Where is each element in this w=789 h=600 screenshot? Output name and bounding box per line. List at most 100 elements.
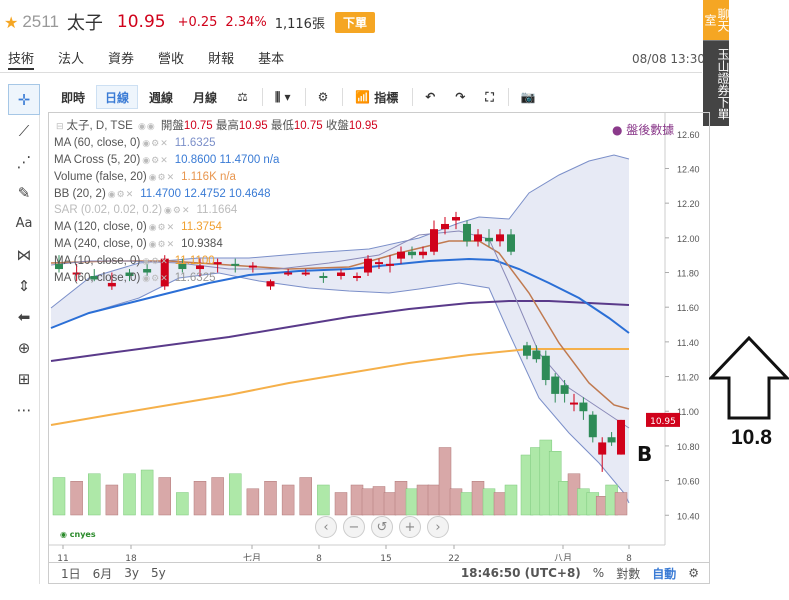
tab-institutional[interactable]: 法人 (58, 52, 85, 67)
candle-body (617, 419, 625, 455)
y-tick-label: 12.60 (677, 130, 700, 140)
text-tool-icon[interactable]: Aa (15, 216, 33, 231)
visibility-icon[interactable]: ◉◉ (138, 121, 156, 131)
section-tabs: 技術 法人 資券 營收 財報 基本 (8, 48, 308, 70)
chart-toolbar: 即時 日線 週線 月線 ⚖ ⫼ ▾ ⚙ 📶 指標 ↶ ↷ ⛶ 📷 (52, 84, 547, 110)
y-tick-label: 11.80 (677, 269, 699, 279)
period-6m[interactable]: 6月 (92, 566, 113, 581)
legend-controls-icon[interactable]: ◉⚙✕ (148, 222, 176, 233)
percent-toggle[interactable]: % (592, 566, 605, 580)
legend-value: 11.6325 (174, 272, 216, 285)
legend-controls-icon[interactable]: ◉⚙✕ (148, 239, 176, 250)
indicators-button[interactable]: 📶 指標 (346, 85, 407, 109)
legend-controls-icon[interactable]: ◉⚙✕ (142, 273, 169, 284)
arrow-left-icon[interactable]: ⬅ (17, 307, 31, 326)
legend-row: Volume (false, 20) ◉⚙✕ 1.116K n/a (54, 169, 378, 186)
reset-icon[interactable]: ↺ (371, 516, 393, 538)
broker-order-button[interactable]: 玉山證券下單 (703, 40, 730, 126)
ruler-icon[interactable]: ⊞ (17, 369, 31, 388)
zoom-plus-icon[interactable]: + (399, 516, 421, 538)
tab-revenue[interactable]: 營收 (158, 52, 185, 67)
volume-bar (471, 481, 485, 516)
pattern-icon[interactable]: ⋈ (16, 245, 32, 264)
volume-bar (482, 488, 496, 516)
y-tick-label: 10.60 (677, 477, 700, 487)
legend-controls-icon[interactable]: ◉⚙✕ (107, 188, 135, 199)
auto-toggle[interactable]: 自動 (652, 566, 677, 581)
toolbar-separator (304, 88, 306, 106)
undo-icon[interactable]: ↶ (425, 90, 436, 104)
measure-icon[interactable]: ⇕ (17, 276, 31, 295)
volume-bar (264, 481, 277, 516)
period-3y[interactable]: 3y (124, 566, 140, 580)
zoom-out-icon[interactable]: − (343, 516, 365, 538)
intraday-button[interactable]: 即時 (61, 90, 86, 105)
scroll-right-icon[interactable]: › (427, 516, 449, 538)
chart-footer: 1日 6月 3y 5y 18:46:50 (UTC+8) % 對數 自動 ⚙ (49, 562, 709, 583)
chat-room-button[interactable]: 聊天室 (703, 0, 730, 40)
volume-bar (299, 477, 312, 516)
fib-icon[interactable]: ⋰ (16, 152, 32, 171)
log-toggle[interactable]: 對數 (616, 566, 641, 581)
candle-body (507, 234, 515, 252)
tab-basic[interactable]: 基本 (258, 52, 285, 67)
weekly-button[interactable]: 週線 (149, 90, 174, 105)
y-tick-label: 11.00 (677, 407, 699, 417)
legend-controls-icon[interactable]: ◉⚙✕ (142, 256, 169, 267)
chart-container[interactable]: 12.60 12.40 12.20 12.00 11.80 11.60 11.40 11.20… (48, 112, 710, 584)
close-value: 10.95 (348, 120, 378, 132)
place-order-button[interactable]: 下單 (334, 11, 375, 33)
screenshot-camera-icon[interactable]: 📷 (520, 90, 536, 104)
volume-bar (334, 492, 348, 516)
compare-scale-icon[interactable]: ⚖ (237, 90, 248, 104)
brush-icon[interactable]: ✎ (17, 183, 31, 202)
volume-bar (70, 481, 83, 516)
y-tick-label: 11.60 (677, 303, 699, 313)
candle-body (319, 275, 328, 278)
crosshair-icon[interactable]: ✛ (8, 84, 40, 115)
redo-icon[interactable]: ↷ (455, 90, 466, 104)
price-change-percent: 2.34% (225, 14, 267, 30)
after-hours-data-link[interactable]: ● 盤後數據 (612, 123, 675, 137)
candle-body (143, 269, 152, 273)
legend-controls-icon[interactable]: ◉⚙✕ (142, 154, 169, 165)
scroll-left-icon[interactable]: ‹ (315, 516, 337, 538)
tab-margin[interactable]: 資券 (108, 52, 135, 67)
bollinger-lower-line (50, 272, 630, 504)
candle-body (598, 442, 607, 455)
footer-settings-gear-icon[interactable]: ⚙ (688, 566, 699, 580)
y-tick-label: 10.40 (677, 511, 700, 521)
target-price-annotation: 10.8 (731, 426, 772, 449)
candle-body (386, 263, 394, 266)
zoom-in-icon[interactable]: ⊕ (17, 338, 31, 357)
y-tick-label: 11.40 (677, 338, 699, 348)
settings-gear-icon[interactable]: ⚙ (317, 90, 329, 104)
candle-type-icon[interactable]: ⫼ ▾ (274, 89, 291, 104)
server-time: 18:46:50 (UTC+8) (460, 566, 581, 580)
ma240-line (50, 348, 629, 426)
trend-line-icon[interactable]: ⟋ (18, 121, 30, 140)
candle-body (90, 275, 99, 280)
collapse-icon[interactable]: ⊟ (56, 121, 65, 131)
volume-bar (449, 488, 463, 516)
legend-label: SAR (0.02, 0.02, 0.2) (54, 204, 163, 217)
tab-financials[interactable]: 財報 (208, 52, 235, 67)
price-chart[interactable]: 12.60 12.40 12.20 12.00 11.80 11.60 11.40 11.20… (49, 113, 709, 564)
monthly-button[interactable]: 月線 (193, 90, 218, 105)
favorite-star-icon[interactable]: ★ (4, 12, 19, 32)
legend-controls-icon[interactable]: ◉⚙✕ (164, 205, 191, 216)
legend-controls-icon[interactable]: ◉⚙✕ (142, 137, 169, 148)
tab-technical[interactable]: 技術 (8, 48, 35, 70)
volume-bar (405, 488, 419, 516)
legend-value: 11.4700 12.4752 10.4648 (140, 187, 271, 200)
fullscreen-icon[interactable]: ⛶ (485, 89, 494, 104)
more-icon[interactable]: ⋯ (16, 400, 32, 419)
candle-body (541, 355, 550, 381)
ma-cross-line (50, 240, 630, 410)
period-1d[interactable]: 1日 (61, 566, 81, 581)
legend-controls-icon[interactable]: ◉⚙✕ (148, 171, 176, 182)
volume-bar (614, 492, 628, 516)
legend-label: BB (20, 2) (54, 187, 106, 200)
daily-button[interactable]: 日線 (96, 85, 139, 109)
period-5y[interactable]: 5y (151, 566, 166, 580)
